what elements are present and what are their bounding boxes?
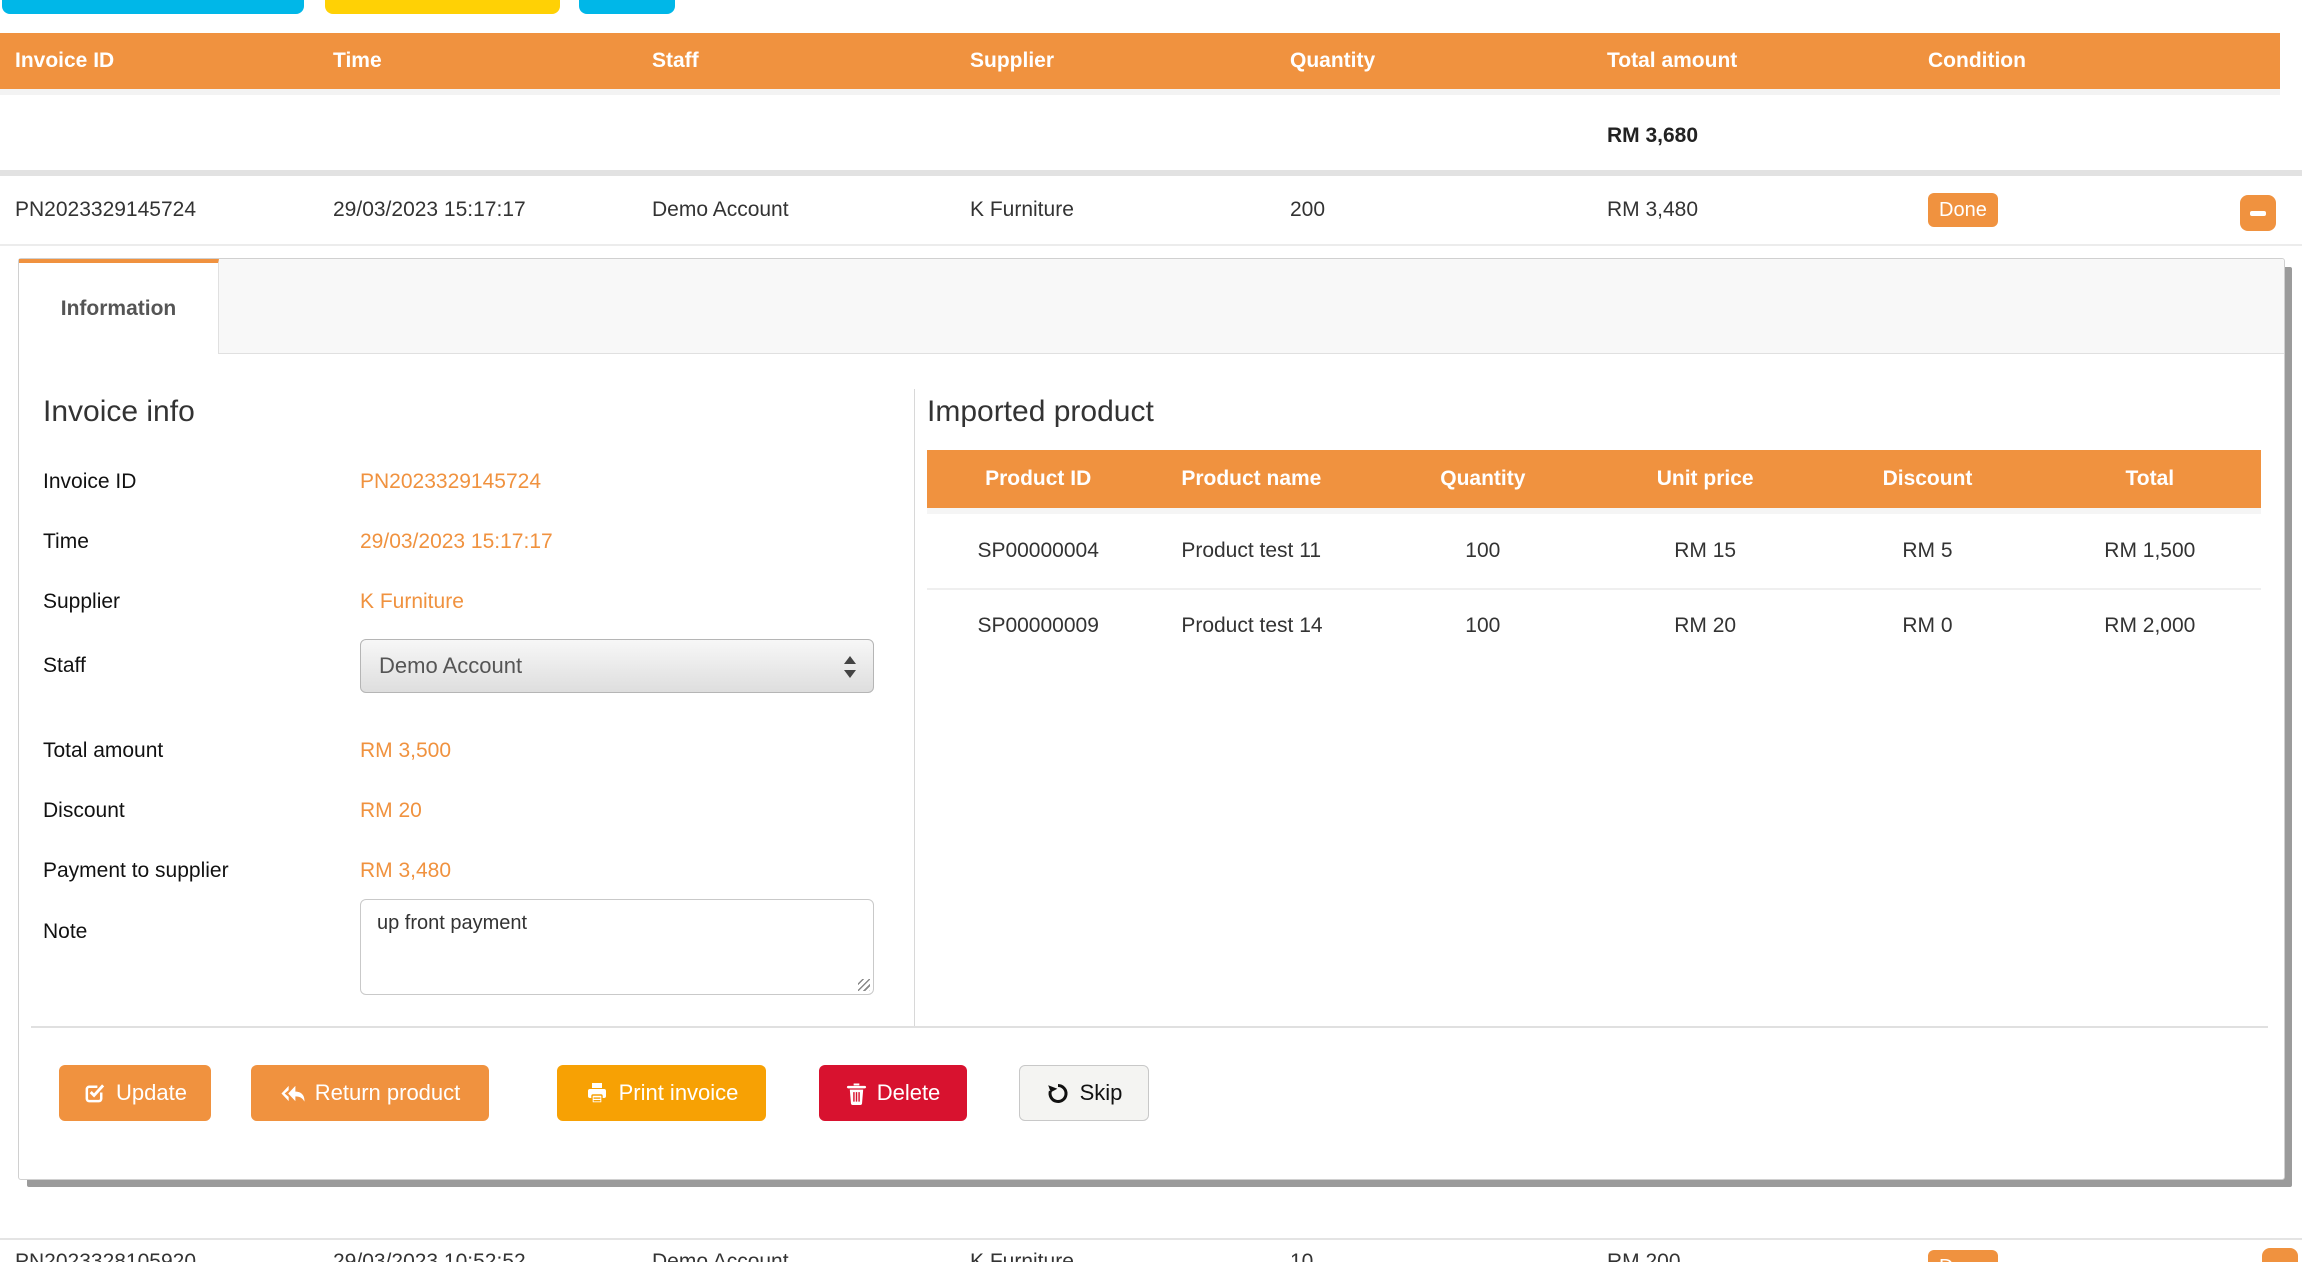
reply-all-icon (280, 1082, 305, 1105)
tab-information[interactable]: Information (19, 259, 219, 354)
cell-staff: Demo Account (652, 1250, 789, 1262)
actions-divider (31, 1026, 2268, 1028)
col-header-total-amount: Total amount (1607, 49, 1738, 72)
return-product-button[interactable]: Return product (251, 1065, 489, 1121)
field-label-time: Time (43, 530, 89, 553)
cell-unit-price: RM 20 (1674, 614, 1737, 637)
cell-invoice-id: PN2023329145724 (15, 198, 197, 221)
field-label-total-amount: Total amount (43, 739, 164, 762)
cell-invoice-id: PN2023328105920 (15, 1250, 197, 1262)
update-button[interactable]: Update (59, 1065, 211, 1121)
cell-total-amount: RM 200 (1607, 1250, 1681, 1262)
cell-product-id: SP00000009 (977, 614, 1099, 637)
delete-button[interactable]: Delete (819, 1065, 967, 1121)
cell-product-total: RM 1,500 (2104, 539, 2196, 562)
col-header-staff: Staff (652, 49, 699, 72)
staff-select[interactable]: Demo Account (360, 639, 874, 693)
expand-row-button[interactable] (2262, 1248, 2298, 1262)
table-row[interactable]: PN2023329145724 29/03/2023 15:17:17 Demo… (0, 176, 2302, 246)
product-row: SP00000004 Product test 11 100 RM 15 RM … (927, 514, 2261, 588)
cell-supplier: K Furniture (970, 1250, 1074, 1262)
undo-icon (1046, 1081, 1070, 1105)
col-header-product-name: Product name (1181, 467, 1322, 490)
col-header-product-total: Total (2125, 467, 2175, 490)
invoice-detail-panel: Information Invoice info Invoice ID PN20… (18, 258, 2285, 1180)
collapse-row-button[interactable] (2240, 195, 2276, 231)
field-label-note: Note (43, 920, 88, 943)
check-square-icon (83, 1082, 106, 1105)
table-row[interactable]: PN2023328105920 29/03/2023 10:52:52 Demo… (0, 1240, 2302, 1262)
invoice-info-title: Invoice info (43, 395, 195, 428)
cell-time: 29/03/2023 15:17:17 (333, 198, 526, 221)
product-row: SP00000009 Product test 14 100 RM 20 RM … (927, 588, 2261, 662)
delete-button-label: Delete (876, 1080, 941, 1105)
toolbar-button-yellow[interactable] (325, 0, 560, 14)
invoice-table-header: Invoice ID Time Staff Supplier Quantity … (0, 33, 2280, 95)
field-value-supplier: K Furniture (360, 590, 464, 613)
col-header-unit-price: Unit price (1656, 467, 1754, 490)
staff-select-value: Demo Account (379, 653, 523, 678)
print-invoice-button-label: Print invoice (618, 1080, 739, 1105)
minus-icon (2250, 211, 2266, 216)
print-invoice-button[interactable]: Print invoice (557, 1065, 766, 1121)
col-header-time: Time (333, 49, 382, 72)
resize-grip-icon[interactable] (858, 979, 870, 991)
field-label-staff: Staff (43, 654, 86, 677)
row-divider (0, 1238, 2302, 1240)
field-label-supplier: Supplier (43, 590, 121, 613)
trash-icon (846, 1082, 867, 1105)
tab-strip: Information (19, 259, 2284, 354)
field-value-invoice-id: PN2023329145724 (360, 470, 542, 493)
cell-quantity: 10 (1290, 1250, 1314, 1262)
field-value-time: 29/03/2023 15:17:17 (360, 530, 553, 553)
row-divider (0, 170, 2302, 176)
cell-product-quantity: 100 (1465, 614, 1501, 637)
cell-product-name: Product test 14 (1181, 614, 1323, 637)
select-arrows-icon (843, 655, 857, 679)
col-header-product-quantity: Quantity (1440, 467, 1526, 490)
cell-staff: Demo Account (652, 198, 789, 221)
col-header-invoice-id: Invoice ID (15, 49, 115, 72)
summary-row: RM 3,680 (0, 101, 2280, 170)
field-label-invoice-id: Invoice ID (43, 470, 137, 493)
cell-product-total: RM 2,000 (2104, 614, 2196, 637)
col-header-product-id: Product ID (985, 467, 1092, 490)
col-header-condition: Condition (1928, 49, 2026, 72)
cell-quantity: 200 (1290, 198, 1326, 221)
cell-product-discount: RM 5 (1902, 539, 1953, 562)
update-button-label: Update (116, 1080, 187, 1105)
column-divider (914, 389, 915, 1026)
cell-product-quantity: 100 (1465, 539, 1501, 562)
product-table-header: Product ID Product name Quantity Unit pr… (927, 450, 2261, 514)
skip-button[interactable]: Skip (1019, 1065, 1149, 1121)
cell-unit-price: RM 15 (1674, 539, 1737, 562)
col-header-quantity: Quantity (1290, 49, 1376, 72)
printer-icon (585, 1081, 609, 1105)
cell-time: 29/03/2023 10:52:52 (333, 1250, 526, 1262)
cell-product-name: Product test 11 (1181, 539, 1322, 562)
return-product-button-label: Return product (314, 1080, 461, 1105)
status-badge: Done (1928, 1250, 1998, 1262)
imported-product-title: Imported product (927, 395, 1154, 428)
col-header-supplier: Supplier (970, 49, 1055, 72)
field-value-payment: RM 3,480 (360, 859, 452, 882)
imported-product-table: Product ID Product name Quantity Unit pr… (927, 450, 2261, 662)
cell-product-discount: RM 0 (1902, 614, 1953, 637)
field-value-discount: RM 20 (360, 799, 422, 822)
field-value-total-amount: RM 3,500 (360, 739, 452, 762)
field-label-discount: Discount (43, 799, 125, 822)
cell-supplier: K Furniture (970, 198, 1074, 221)
field-label-payment: Payment to supplier (43, 859, 229, 882)
cell-product-id: SP00000004 (977, 539, 1099, 562)
skip-button-label: Skip (1079, 1080, 1123, 1105)
status-badge: Done (1928, 193, 1998, 227)
toolbar-button-cyan-1[interactable] (2, 0, 304, 14)
toolbar-button-cyan-2[interactable] (579, 0, 675, 14)
note-textarea[interactable]: up front payment (360, 899, 874, 995)
col-header-product-discount: Discount (1882, 467, 1973, 490)
cell-total-amount: RM 3,480 (1607, 198, 1699, 221)
grand-total-amount: RM 3,680 (1607, 123, 1699, 147)
